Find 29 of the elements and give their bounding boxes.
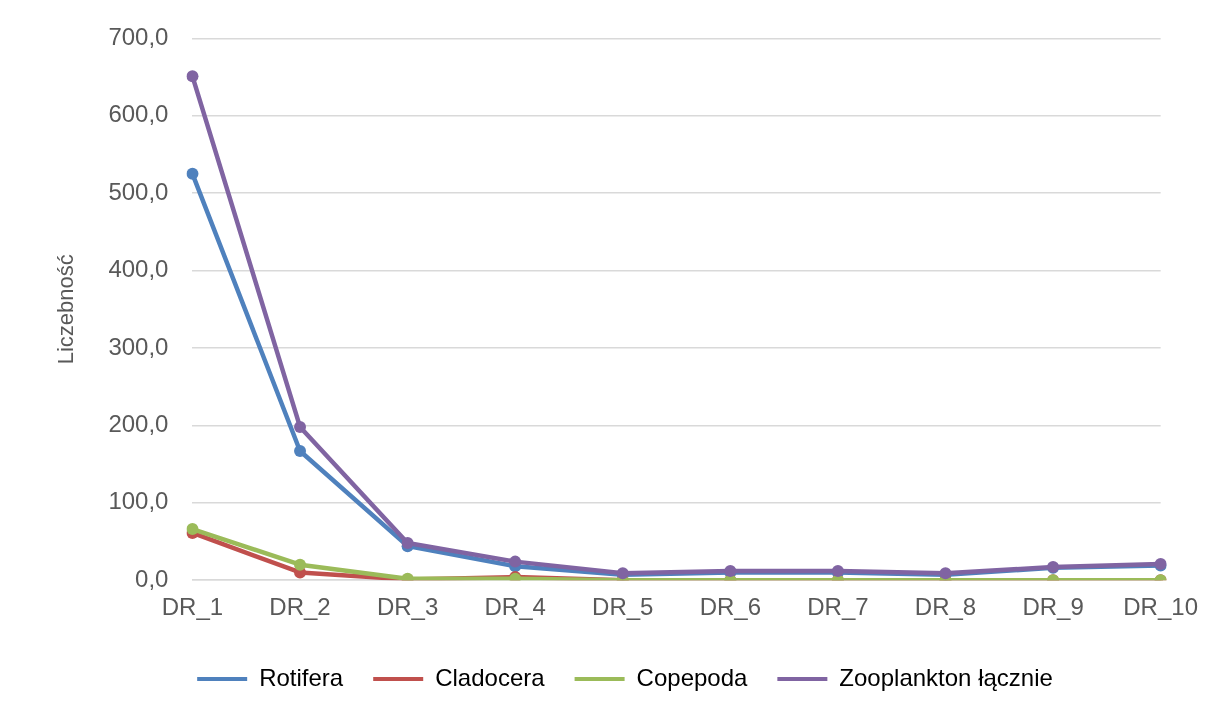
x-tick-label: DR_6 xyxy=(699,593,762,621)
x-tick-label: DR_1 xyxy=(161,593,224,621)
point xyxy=(509,555,522,568)
y-axis-title: Liczebność xyxy=(53,254,79,365)
x-tick-label: DR_3 xyxy=(376,593,439,621)
legend-label: Cladocera xyxy=(435,663,546,691)
legend-label: Rotifera xyxy=(259,663,344,691)
y-tick-label: 300,0 xyxy=(108,332,169,360)
x-tick-label: DR_8 xyxy=(914,593,977,621)
y-tick-label: 600,0 xyxy=(108,100,169,128)
x-tick-label: DR_5 xyxy=(592,593,654,621)
x-tick-label: DR_4 xyxy=(484,593,546,621)
point xyxy=(186,70,199,83)
y-tick-label: 700,0 xyxy=(108,23,169,51)
point xyxy=(186,167,199,180)
x-tick-label: DR_9 xyxy=(1022,593,1084,621)
x-tick-label: DR_10 xyxy=(1123,593,1199,621)
legend-label: Copepoda xyxy=(636,663,749,691)
legend-label: Zooplankton łącznie xyxy=(839,663,1053,691)
x-tick-label: DR_7 xyxy=(807,593,869,621)
x-tick-label: DR_2 xyxy=(269,593,331,621)
y-tick-label: 200,0 xyxy=(108,410,169,438)
point xyxy=(294,444,307,457)
point xyxy=(294,420,307,433)
point xyxy=(294,558,307,571)
y-tick-label: 100,0 xyxy=(108,487,169,515)
y-tick-label: 500,0 xyxy=(108,177,169,205)
y-tick-label: 400,0 xyxy=(108,255,169,283)
y-tick-label: 0,0 xyxy=(135,564,169,592)
